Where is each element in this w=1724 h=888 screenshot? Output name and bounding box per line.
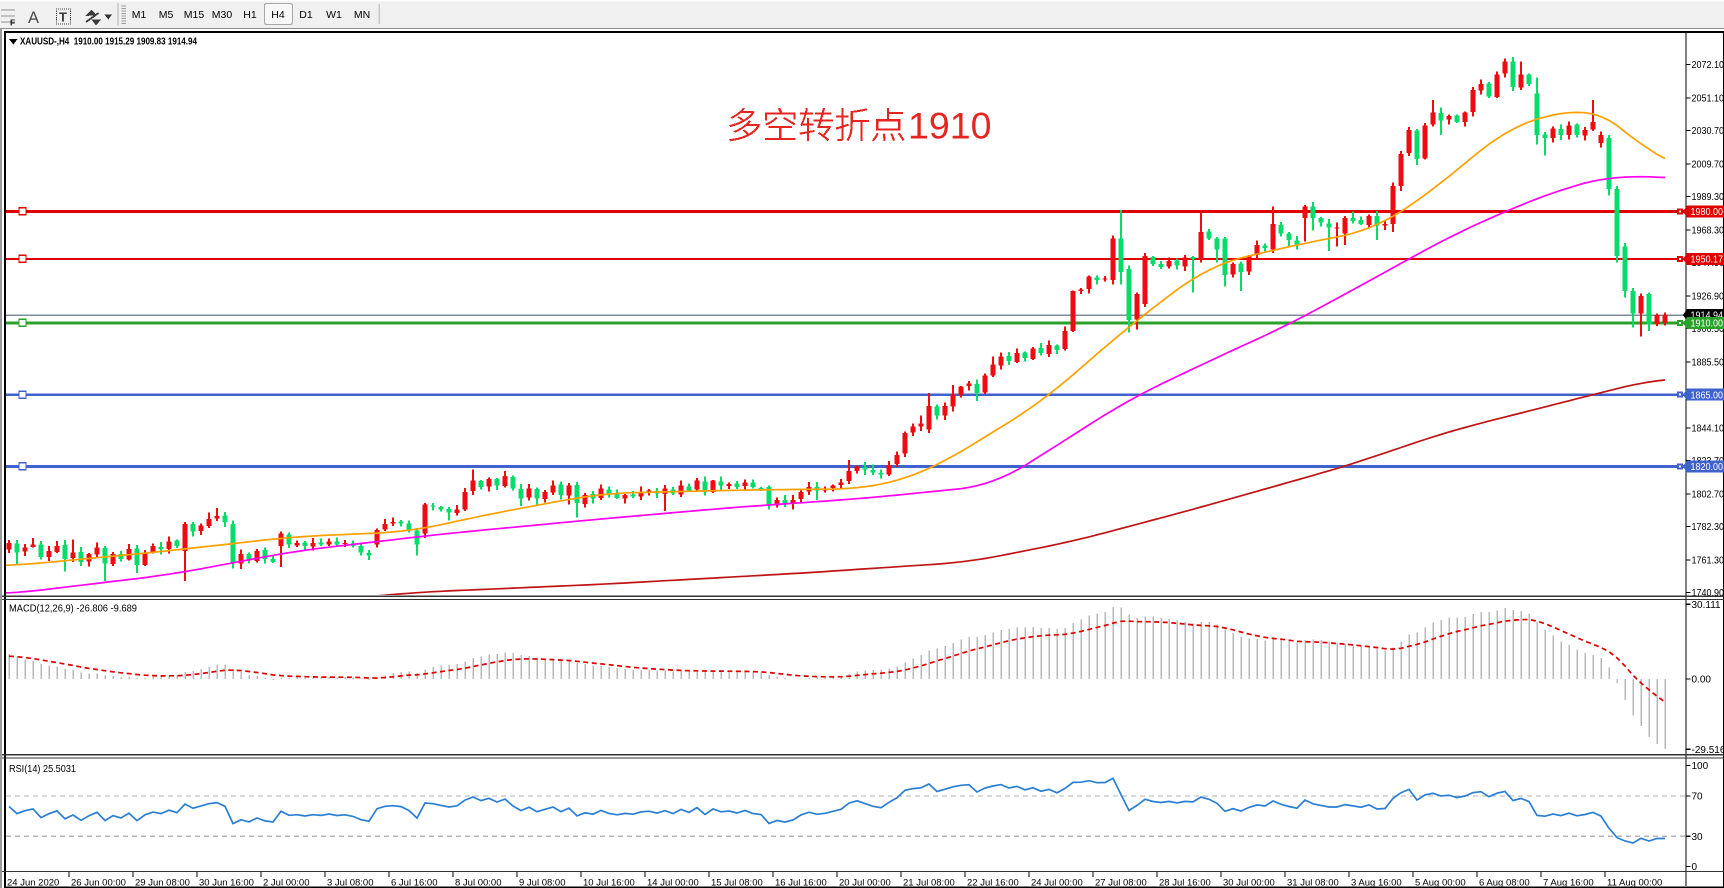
svg-text:0: 0 xyxy=(1692,862,1698,873)
svg-text:16 Jul 16:00: 16 Jul 16:00 xyxy=(775,878,827,888)
svg-text:10 Jul 16:00: 10 Jul 16:00 xyxy=(583,878,635,888)
svg-text:H1: H1 xyxy=(243,9,257,21)
svg-text:30: 30 xyxy=(1692,832,1704,843)
svg-text:MACD(12,26,9) -26.806 -9.689: MACD(12,26,9) -26.806 -9.689 xyxy=(9,604,137,615)
svg-text:20 Jul 00:00: 20 Jul 00:00 xyxy=(839,878,891,888)
svg-text:6 Jul 16:00: 6 Jul 16:00 xyxy=(391,878,437,888)
svg-text:30 Jul 00:00: 30 Jul 00:00 xyxy=(1223,878,1275,888)
svg-text:70: 70 xyxy=(1692,792,1704,803)
svg-text:27 Jul 08:00: 27 Jul 08:00 xyxy=(1095,878,1147,888)
svg-text:F: F xyxy=(10,18,15,28)
svg-text:D1: D1 xyxy=(299,9,313,21)
svg-text:1820.00: 1820.00 xyxy=(1691,462,1724,473)
svg-text:XAUUSD-,H4 1910.00 1915.29 19: XAUUSD-,H4 1910.00 1915.29 1909.83 1914.… xyxy=(20,36,197,48)
svg-text:H4: H4 xyxy=(271,9,285,21)
svg-text:1740.90: 1740.90 xyxy=(1692,588,1724,599)
svg-text:2051.10: 2051.10 xyxy=(1692,94,1724,105)
svg-text:7 Aug 16:00: 7 Aug 16:00 xyxy=(1543,878,1594,888)
svg-text:W1: W1 xyxy=(326,9,342,21)
svg-text:5 Aug 00:00: 5 Aug 00:00 xyxy=(1415,878,1466,888)
svg-text:28 Jul 16:00: 28 Jul 16:00 xyxy=(1159,878,1211,888)
svg-text:15 Jul 08:00: 15 Jul 08:00 xyxy=(711,878,763,888)
svg-text:21 Jul 08:00: 21 Jul 08:00 xyxy=(903,878,955,888)
svg-text:1989.30: 1989.30 xyxy=(1692,192,1724,203)
svg-text:1906.50: 1906.50 xyxy=(1692,324,1724,335)
svg-text:1910.00: 1910.00 xyxy=(1691,319,1724,330)
svg-text:RSI(14) 25.5031: RSI(14) 25.5031 xyxy=(9,764,76,775)
svg-text:1802.70: 1802.70 xyxy=(1692,490,1724,501)
svg-text:2072.10: 2072.10 xyxy=(1692,60,1724,71)
svg-text:3 Aug 16:00: 3 Aug 16:00 xyxy=(1351,878,1402,888)
svg-text:30 Jun 16:00: 30 Jun 16:00 xyxy=(199,878,254,888)
svg-text:11 Aug 00:00: 11 Aug 00:00 xyxy=(1607,878,1662,888)
svg-text:1910: 1910 xyxy=(908,105,991,147)
svg-text:T: T xyxy=(59,10,67,25)
svg-text:-29.516: -29.516 xyxy=(1692,745,1724,756)
svg-text:2009.70: 2009.70 xyxy=(1692,160,1724,171)
svg-text:1968.30: 1968.30 xyxy=(1692,226,1724,237)
svg-text:1865.00: 1865.00 xyxy=(1691,390,1724,401)
svg-text:24 Jul 00:00: 24 Jul 00:00 xyxy=(1031,878,1083,888)
svg-text:1844.10: 1844.10 xyxy=(1692,424,1724,435)
svg-text:1782.30: 1782.30 xyxy=(1692,522,1724,533)
svg-text:1926.90: 1926.90 xyxy=(1692,292,1724,303)
svg-text:1885.50: 1885.50 xyxy=(1692,358,1724,369)
svg-text:24 Jun 2020: 24 Jun 2020 xyxy=(7,878,59,888)
svg-text:MN: MN xyxy=(354,9,370,21)
svg-text:8 Jul 00:00: 8 Jul 00:00 xyxy=(455,878,501,888)
svg-text:0.00: 0.00 xyxy=(1692,675,1712,686)
svg-text:A: A xyxy=(28,9,39,27)
svg-text:M15: M15 xyxy=(184,9,205,21)
svg-text:M30: M30 xyxy=(212,9,233,21)
svg-text:31 Jul 08:00: 31 Jul 08:00 xyxy=(1287,878,1339,888)
svg-text:2030.70: 2030.70 xyxy=(1692,126,1724,137)
svg-text:1950.17: 1950.17 xyxy=(1691,255,1724,266)
svg-text:29 Jun 08:00: 29 Jun 08:00 xyxy=(135,878,190,888)
svg-text:1980.00: 1980.00 xyxy=(1691,207,1724,218)
svg-text:M5: M5 xyxy=(159,9,174,21)
svg-text:1761.30: 1761.30 xyxy=(1692,556,1724,567)
svg-text:30.111: 30.111 xyxy=(1692,600,1722,611)
svg-text:26 Jun 00:00: 26 Jun 00:00 xyxy=(71,878,126,888)
svg-text:M1: M1 xyxy=(132,9,147,21)
svg-text:1914.94: 1914.94 xyxy=(1691,311,1724,322)
svg-text:9 Jul 08:00: 9 Jul 08:00 xyxy=(519,878,565,888)
svg-text:100: 100 xyxy=(1692,761,1709,772)
svg-text:14 Jul 00:00: 14 Jul 00:00 xyxy=(647,878,699,888)
svg-text:3 Jul 08:00: 3 Jul 08:00 xyxy=(327,878,373,888)
svg-text:22 Jul 16:00: 22 Jul 16:00 xyxy=(967,878,1019,888)
svg-text:2 Jul 00:00: 2 Jul 00:00 xyxy=(263,878,309,888)
svg-text:6 Aug 08:00: 6 Aug 08:00 xyxy=(1479,878,1530,888)
